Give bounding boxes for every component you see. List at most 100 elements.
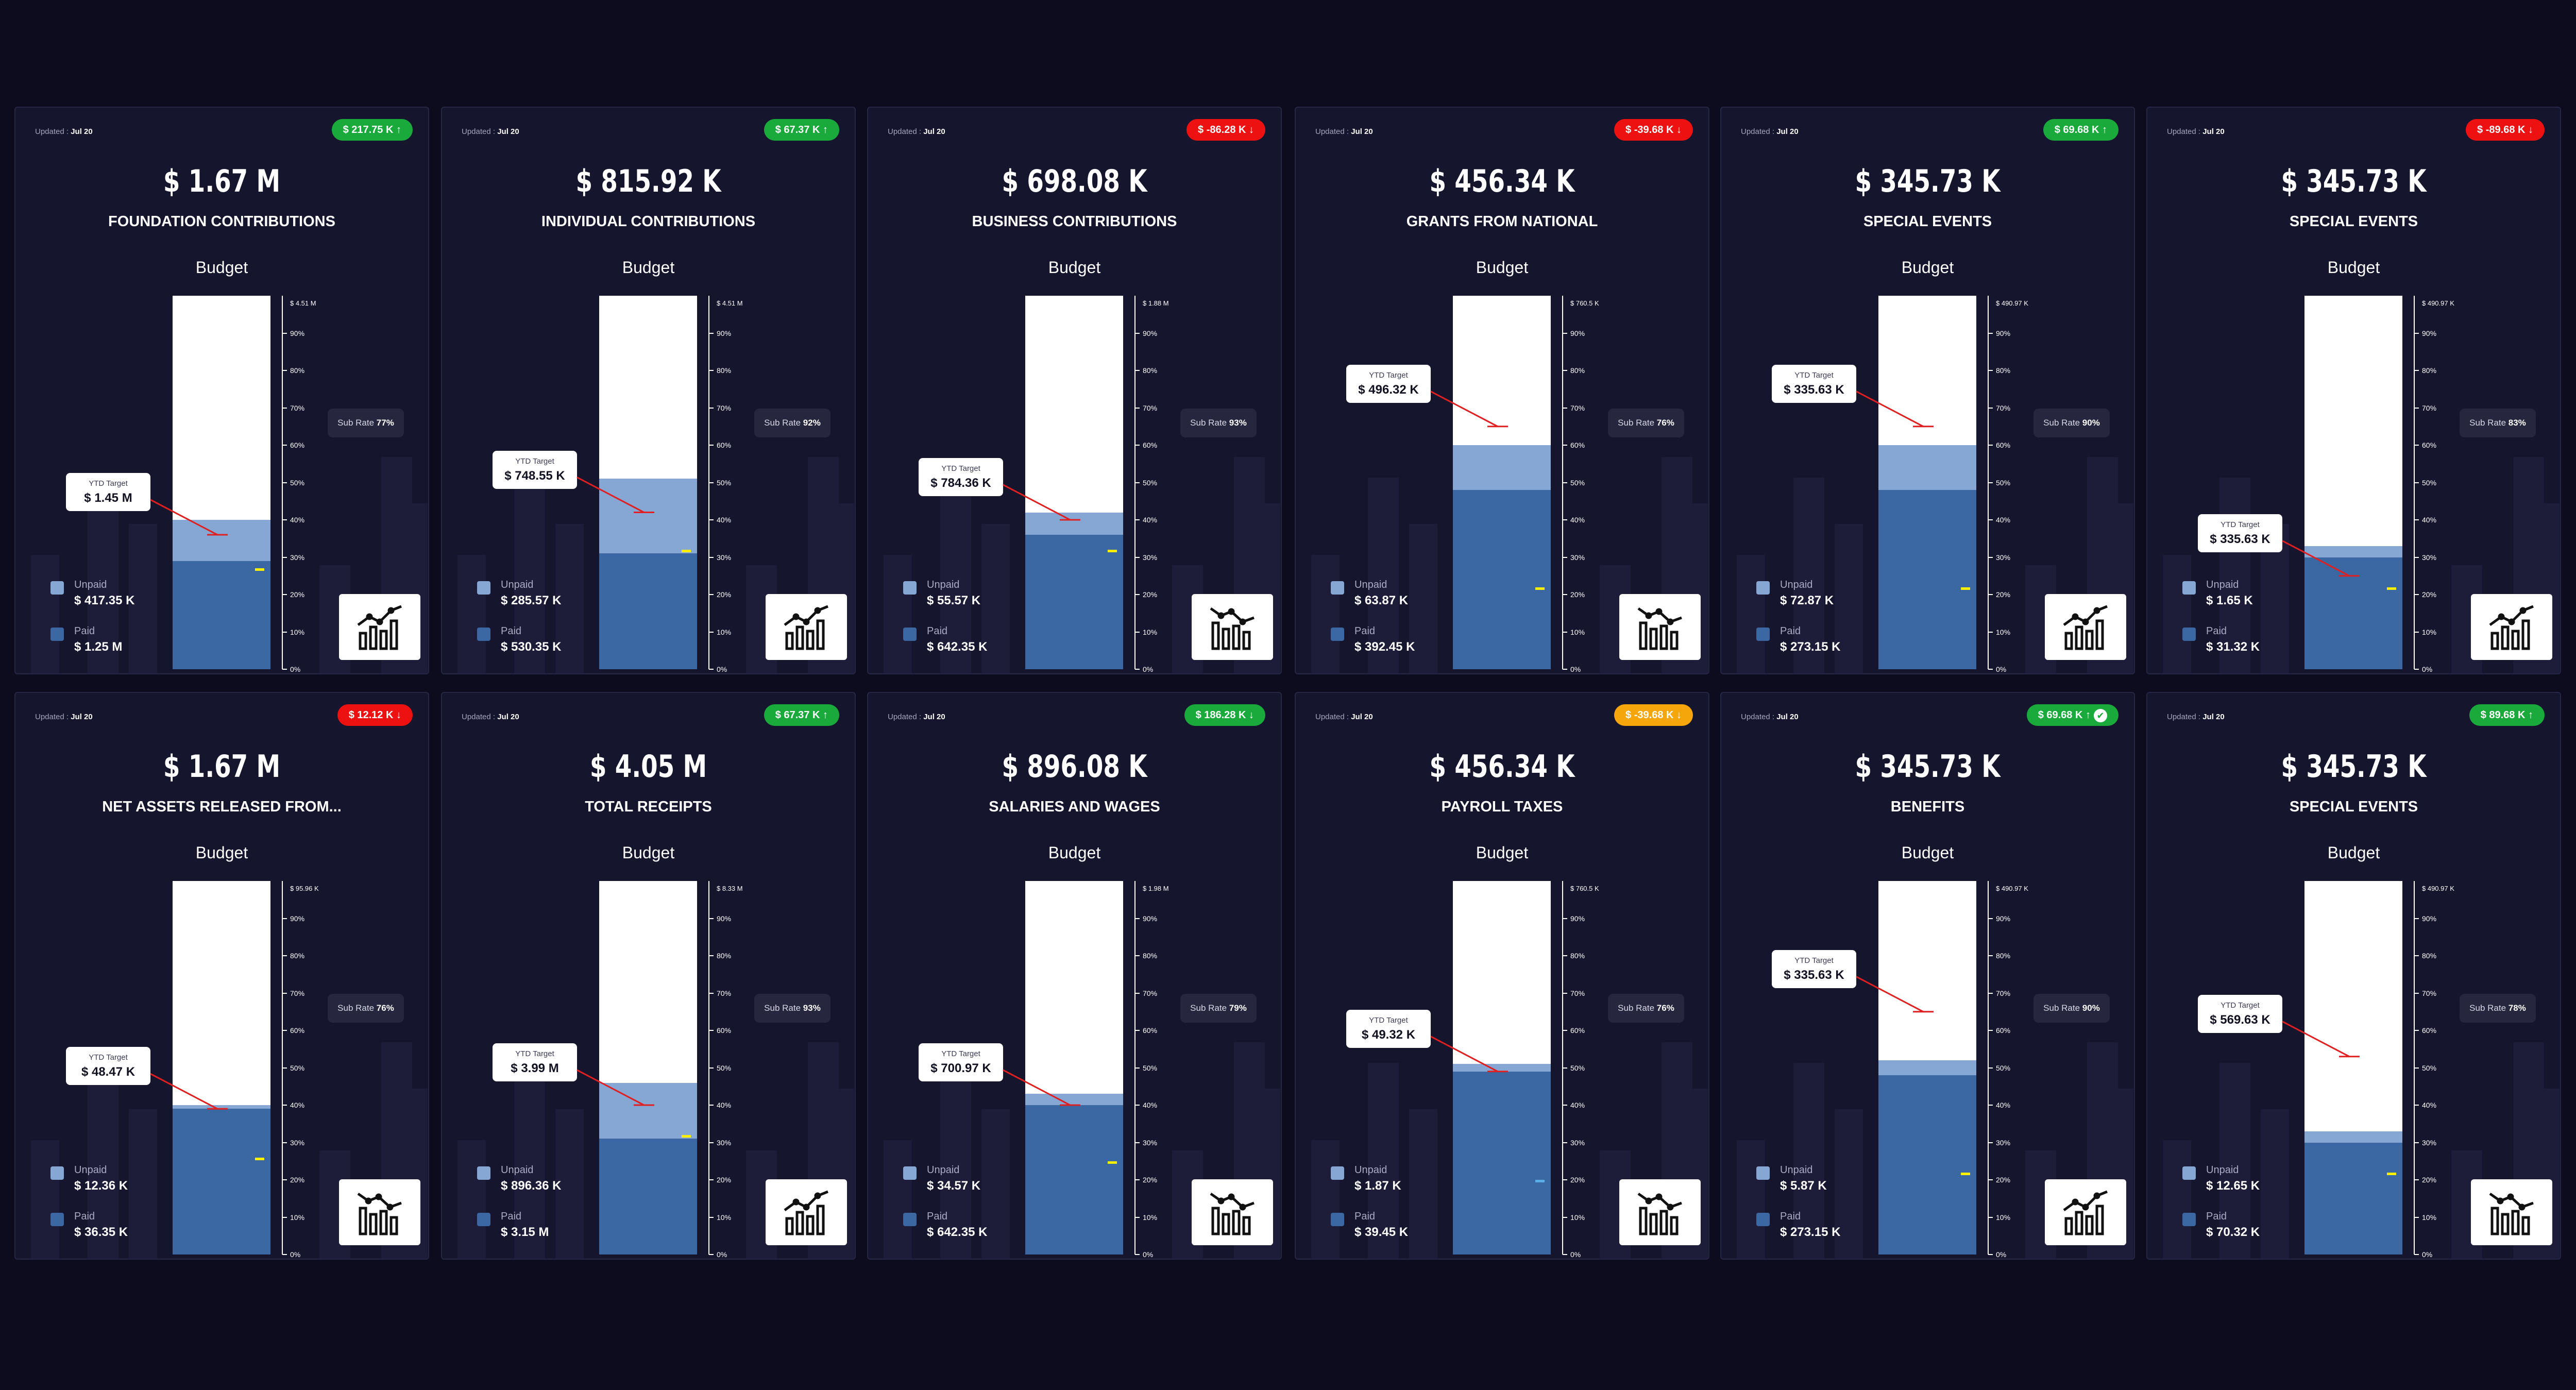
scale-max-label: $ 8.33 M [717,885,743,892]
paid-swatch [903,1213,917,1226]
scale-tick [1563,594,1567,595]
scale-tick [1988,1067,1993,1069]
scale-tick [282,1254,287,1255]
scale-tick [1988,1216,1993,1218]
scale-tick-label: 60% [1570,1026,1585,1035]
chart-view-button[interactable] [339,1179,420,1245]
background-bar [1835,524,1863,673]
scale-tick [2414,1105,2419,1106]
budget-card[interactable]: Updated : Jul 20 $ 67.37 K ↑ $ 815.92 K IND… [441,107,856,674]
budget-card[interactable]: Updated : Jul 20 $ -39.68 K ↓ $ 456.34 K GR… [1295,107,1709,674]
sub-rate-pill: Sub Rate 76% [1608,409,1684,437]
scale-tick-label: 60% [1570,441,1585,449]
scale-tick-label: 90% [2422,329,2437,337]
chart-view-button[interactable] [1192,594,1273,660]
scale-tick-label: 80% [1570,366,1585,375]
scale-tick-label: 0% [1570,665,1581,673]
background-bar [457,1140,486,1259]
chart-view-button[interactable] [1619,1179,1701,1245]
scale-tick-label: 80% [1143,366,1158,375]
scale-tick-label: 10% [2422,628,2437,636]
scale-tick-label: 30% [717,553,732,562]
scale-tick [1135,1142,1140,1143]
scale-tick-label: 40% [2422,1101,2437,1109]
unpaid-swatch [903,581,917,595]
scale-tick-label: 80% [290,366,305,375]
change-badge: $ 217.75 K ↑ [331,119,413,141]
paid-segment [2304,557,2402,669]
target-marker [1535,587,1545,590]
scale-tick [1135,1067,1140,1069]
scale-tick-label: 30% [2422,1138,2437,1147]
scale-tick-label: 0% [290,1250,301,1259]
scale-tick [1988,631,1993,633]
scale-tick [282,1179,287,1180]
budget-bar [173,296,270,669]
unpaid-swatch [1331,1166,1344,1180]
background-bar [2163,555,2191,673]
scale-tick-label: 70% [1570,403,1585,412]
scale-tick [1563,1216,1567,1218]
scale-tick [1135,992,1140,994]
budget-title: Budget [195,843,248,862]
budget-bar [2304,296,2402,669]
target-marker [682,550,691,552]
ytd-target-callout: YTD Target $ 1.45 M [66,473,150,511]
target-marker [255,568,264,571]
scale-tick [1135,918,1140,919]
scale-tick [282,1105,287,1106]
paid-swatch [50,628,64,641]
scale-tick [1563,992,1567,994]
budget-card[interactable]: Updated : Jul 20 $ -86.28 K ↓ $ 698.08 K BU… [867,107,1282,674]
total-amount: $ 1.67 M [163,163,281,199]
scale-tick [1135,332,1140,334]
total-amount: $ 345.73 K [2281,749,2427,785]
paid-segment [599,1139,697,1255]
scale-tick-label: 80% [1570,952,1585,960]
chart-view-button[interactable] [339,594,420,660]
budget-card[interactable]: Updated : Jul 20 $ -89.68 K ↓ $ 345.73 K SP… [2146,107,2561,674]
scale-tick-label: 40% [717,1101,732,1109]
scale-tick [2414,594,2419,595]
unpaid-swatch [50,581,64,595]
budget-card[interactable]: Updated : Jul 20 $ 67.37 K ↑ $ 4.05 M TOTAL… [441,692,856,1260]
budget-card[interactable]: Updated : Jul 20 $ 69.68 K ↑ ✔ $ 345.73 K BE… [1720,692,2135,1260]
scale-tick-label: 10% [717,628,732,636]
budget-card[interactable]: Updated : Jul 20 $ 217.75 K ↑ $ 1.67 M FOUN… [14,107,429,674]
chart-view-button[interactable] [1192,1179,1273,1245]
budget-bar [1025,296,1123,669]
scale-tick-label: 80% [2422,952,2437,960]
budget-title: Budget [2327,843,2380,862]
scale-tick-label: 50% [290,478,305,487]
scale-tick [709,482,714,483]
scale-tick-label: 90% [717,329,732,337]
chart-view-button[interactable] [2045,594,2126,660]
chart-view-button[interactable] [2045,1179,2126,1245]
scale-tick [282,332,287,334]
paid-swatch [50,1213,64,1226]
budget-title: Budget [1048,843,1101,862]
scale-tick-label: 40% [290,1101,305,1109]
scale-tick-label: 10% [1996,628,2011,636]
sub-rate-pill: Sub Rate 78% [2460,994,2536,1023]
sub-rate-pill: Sub Rate 90% [2033,409,2110,437]
budget-card[interactable]: Updated : Jul 20 $ 12.12 K ↓ $ 1.67 M NET A… [14,692,429,1260]
scale-tick [1988,594,1993,595]
budget-card[interactable]: Updated : Jul 20 $ 69.68 K ↑ $ 345.73 K SPE… [1720,107,2135,674]
budget-card[interactable]: Updated : Jul 20 $ 186.28 K ↓ $ 896.08 K SA… [867,692,1282,1260]
budget-card[interactable]: Updated : Jul 20 $ 89.68 K ↑ $ 345.73 K SPE… [2146,692,2561,1260]
scale-tick [1988,519,1993,520]
paid-swatch [1331,1213,1344,1226]
background-bar [1409,1109,1437,1259]
chart-view-button[interactable] [1619,594,1701,660]
chart-view-button[interactable] [2471,594,2552,660]
budget-card[interactable]: Updated : Jul 20 $ -39.68 K ↓ $ 456.34 K PA… [1295,692,1709,1260]
category-label: GRANTS FROM NATIONAL [1406,213,1598,230]
chart-view-button[interactable] [2471,1179,2552,1245]
chart-view-button[interactable] [766,594,847,660]
chart-view-button[interactable] [766,1179,847,1245]
paid-segment [1453,490,1551,669]
scale-tick [1135,594,1140,595]
scale-tick [1563,631,1567,633]
